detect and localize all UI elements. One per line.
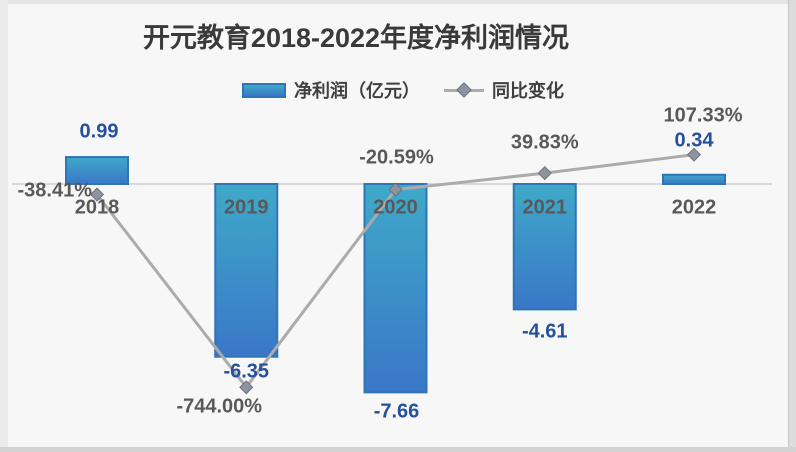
yoy-change-value-label-2019: -744.00% — [176, 395, 263, 418]
legend-item-net-profit: 净利润（亿元） — [242, 77, 420, 103]
chart-title: 开元教育2018-2022年度净利润情况 — [142, 23, 570, 53]
line-series-swatch-icon — [444, 82, 484, 98]
legend: 净利润（亿元） 同比变化 — [242, 77, 564, 103]
legend-label-yoy-change: 同比变化 — [492, 81, 564, 101]
canvas-edge-left — [0, 0, 8, 452]
diamond-marker-2020 — [388, 182, 403, 197]
yoy-change-value-label-2021: 39.83% — [510, 131, 579, 154]
diamond-marker-2019 — [239, 380, 254, 395]
bar-series-swatch-icon — [242, 82, 286, 98]
x-axis-label-2020: 2020 — [373, 196, 418, 219]
net-profit-value-label-2018: 0.99 — [79, 120, 119, 143]
legend-label-net-profit: 净利润（亿元） — [294, 81, 420, 101]
canvas-edge-right — [788, 0, 796, 452]
canvas-edge-bottom — [0, 447, 796, 452]
net-profit-value-label-2021: -4.61 — [521, 320, 568, 343]
net-profit-value-label-2020: -7.66 — [373, 400, 420, 423]
x-axis-label-2021: 2021 — [522, 196, 568, 219]
bar-2021 — [512, 183, 577, 311]
net-profit-value-label-2019: -6.35 — [223, 360, 270, 383]
net-profit-value-label-2022: 0.34 — [674, 129, 714, 152]
legend-item-yoy-change: 同比变化 — [444, 77, 564, 103]
diamond-marker-2021 — [537, 166, 552, 181]
yoy-change-value-label-2020: -20.59% — [359, 146, 434, 169]
bar-2019 — [214, 183, 279, 358]
yoy-change-value-label-2018: -38.41% — [17, 179, 93, 202]
bar-2022 — [662, 173, 726, 185]
diamond-marker-icon — [456, 82, 472, 98]
diamond-marker-2018 — [89, 187, 105, 202]
canvas-edge-top — [0, 0, 796, 4]
bar-2018 — [65, 156, 129, 186]
x-axis-label-2019: 2019 — [224, 196, 269, 219]
x-axis-label-2018: 2018 — [74, 196, 120, 219]
diamond-marker-2022 — [686, 147, 702, 162]
x-axis-label-2022: 2022 — [671, 196, 717, 219]
yoy-change-value-label-2022: 107.33% — [663, 104, 743, 127]
